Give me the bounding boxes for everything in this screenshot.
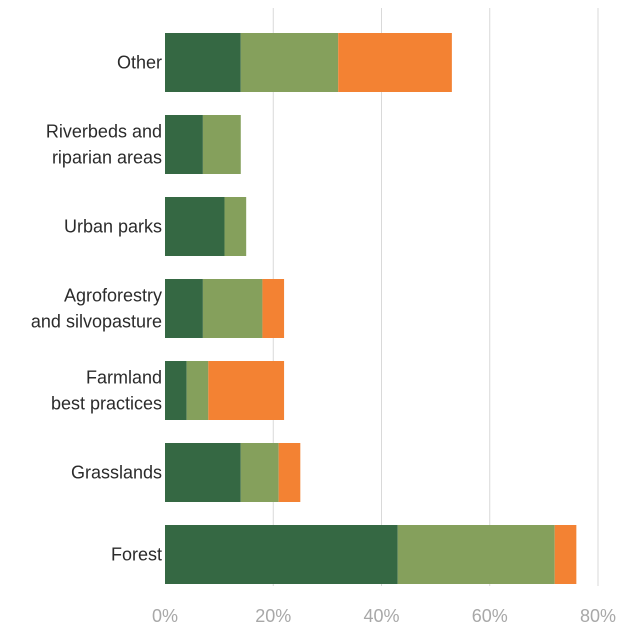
category-label-agroforestry-and-silvopasture-line-1: Agroforestry bbox=[64, 286, 162, 306]
bar-farmland-best-practices-segment-3 bbox=[208, 361, 285, 420]
x-tick-0pct: 0% bbox=[152, 606, 178, 626]
bar-other-segment-2 bbox=[240, 33, 339, 92]
bar-forest-segment-2 bbox=[397, 525, 555, 584]
bar-farmland-best-practices-segment-2 bbox=[186, 361, 209, 420]
bars bbox=[165, 33, 577, 584]
bar-forest-segment-3 bbox=[554, 525, 577, 584]
bar-agroforestry-and-silvopasture-segment-1 bbox=[165, 279, 203, 338]
x-tick-60pct: 60% bbox=[472, 606, 508, 626]
gridlines bbox=[272, 8, 599, 586]
category-label-grasslands: Grasslands bbox=[71, 463, 162, 483]
bar-grasslands-segment-1 bbox=[165, 443, 241, 502]
x-tick-40pct: 40% bbox=[363, 606, 399, 626]
x-tick-80pct: 80% bbox=[580, 606, 616, 626]
category-label-forest: Forest bbox=[111, 545, 162, 565]
category-label-farmland-best-practices-line-1: Farmland bbox=[86, 368, 162, 388]
category-label-riverbeds-and-riparian-areas-line-2: riparian areas bbox=[52, 148, 162, 168]
bar-other-segment-1 bbox=[165, 33, 241, 92]
category-labels: Other Riverbeds and riparian areas Urban pa… bbox=[31, 53, 162, 565]
bar-grasslands-segment-3 bbox=[278, 443, 301, 502]
category-label-riverbeds-and-riparian-areas-line-1: Riverbeds and bbox=[46, 122, 162, 142]
category-label-agroforestry-and-silvopasture-line-2: and silvopasture bbox=[31, 312, 162, 332]
category-label-farmland-best-practices-line-2: best practices bbox=[51, 394, 162, 414]
x-tick-20pct: 20% bbox=[255, 606, 291, 626]
bar-other-segment-3 bbox=[338, 33, 452, 92]
bar-riverbeds-and-riparian-areas-segment-1 bbox=[165, 115, 203, 174]
category-label-urban-parks: Urban parks bbox=[64, 217, 162, 237]
bar-agroforestry-and-silvopasture-segment-2 bbox=[202, 279, 263, 338]
bar-forest-segment-1 bbox=[165, 525, 398, 584]
bar-urban-parks-segment-2 bbox=[224, 197, 247, 256]
bar-riverbeds-and-riparian-areas-segment-2 bbox=[202, 115, 241, 174]
category-label-other: Other bbox=[117, 53, 162, 73]
bar-urban-parks-segment-1 bbox=[165, 197, 225, 256]
x-axis-tick-labels: 0% 20% 40% 60% 80% bbox=[152, 606, 616, 626]
bar-grasslands-segment-2 bbox=[240, 443, 279, 502]
bar-agroforestry-and-silvopasture-segment-3 bbox=[262, 279, 285, 338]
bar-farmland-best-practices-segment-1 bbox=[165, 361, 187, 420]
